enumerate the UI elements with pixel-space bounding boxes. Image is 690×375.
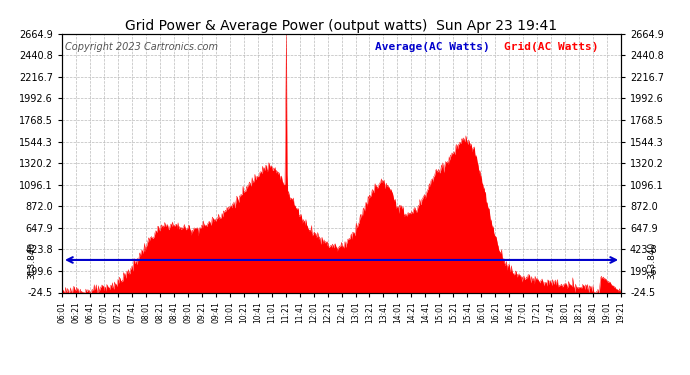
Title: Grid Power & Average Power (output watts)  Sun Apr 23 19:41: Grid Power & Average Power (output watts…: [126, 19, 558, 33]
Text: Average(AC Watts): Average(AC Watts): [375, 42, 490, 51]
Text: Copyright 2023 Cartronics.com: Copyright 2023 Cartronics.com: [65, 42, 218, 51]
Text: 313.840: 313.840: [647, 242, 656, 279]
Text: Grid(AC Watts): Grid(AC Watts): [504, 42, 598, 51]
Text: 313.840: 313.840: [27, 242, 36, 279]
